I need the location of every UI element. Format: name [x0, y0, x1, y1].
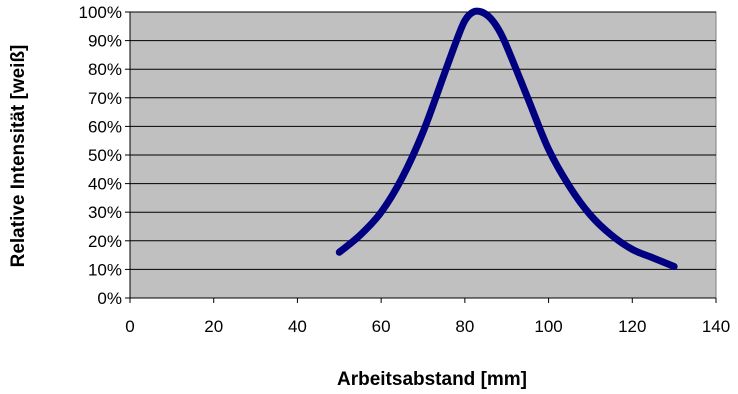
gridlines — [129, 11, 716, 299]
y-tick-label-5: 50% — [88, 146, 122, 165]
y-axis-title: Relative Intensität [weiß] — [8, 45, 29, 268]
x-tick-label-1: 20 — [204, 317, 223, 336]
y-tick-label-7: 70% — [88, 89, 122, 108]
series-line-0 — [335, 7, 678, 271]
y-tick-label-1: 10% — [88, 260, 122, 279]
y-tick-label-9: 90% — [88, 32, 122, 51]
y-tick-label-6: 60% — [88, 117, 122, 136]
x-axis-ticks: 0 20 40 60 80 100 120 140 — [125, 298, 730, 336]
x-tick-label-2: 40 — [288, 317, 307, 336]
x-tick-label-3: 60 — [372, 317, 391, 336]
x-tick-label-7: 140 — [702, 317, 730, 336]
x-tick-label-0: 0 — [125, 317, 134, 336]
y-axis-ticks: 0% 10% 20% 30% 40% 50% 60% 70% 80% 90% 100% — [79, 3, 130, 308]
y-tick-label-4: 40% — [88, 175, 122, 194]
y-tick-label-8: 80% — [88, 60, 122, 79]
y-tick-label-2: 20% — [88, 232, 122, 251]
x-tick-label-4: 80 — [455, 317, 474, 336]
y-tick-label-10: 100% — [79, 3, 122, 22]
x-tick-label-5: 100 — [534, 317, 562, 336]
y-tick-label-3: 30% — [88, 203, 122, 222]
x-tick-label-6: 120 — [618, 317, 646, 336]
y-tick-label-0: 0% — [97, 289, 122, 308]
series-layer — [335, 7, 678, 271]
x-axis-title: Arbeitsabstand [mm] — [337, 369, 527, 390]
